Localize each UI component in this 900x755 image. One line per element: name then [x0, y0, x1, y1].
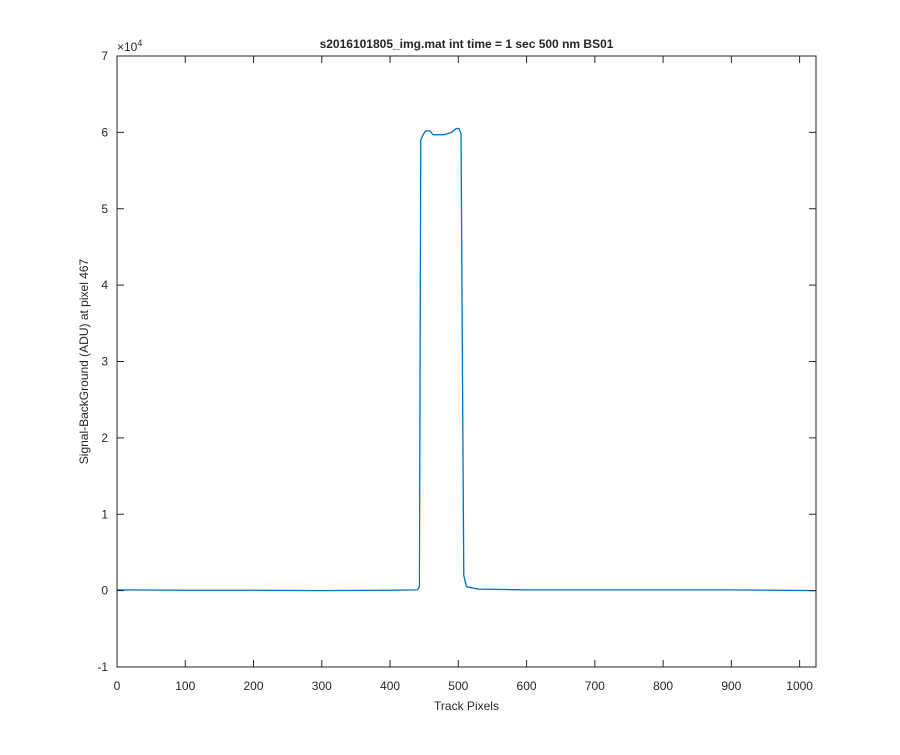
x-tick-label: 0 [114, 679, 121, 693]
x-tick-label: 500 [448, 679, 468, 693]
plot-area [117, 56, 816, 667]
y-tick-label: -1 [97, 660, 108, 674]
x-tick-label: 700 [585, 679, 605, 693]
axes-box [116, 55, 817, 668]
y-tick-label: 4 [101, 278, 108, 292]
x-tick-label: 600 [517, 679, 537, 693]
series-line [117, 127, 817, 592]
x-tick-label: 200 [244, 679, 264, 693]
y-axis-ticks: -1 0 1 2 3 4 5 6 7 [97, 49, 816, 674]
x-tick-label: 900 [721, 679, 741, 693]
x-tick-label: 800 [653, 679, 673, 693]
x-axis-ticks: 0 100 200 300 400 500 600 700 800 900 1000 [114, 56, 813, 693]
y-tick-label: 6 [101, 125, 108, 139]
y-axis-label: Signal-BackGround (ADU) at pixel 467 [77, 258, 91, 464]
series-layer [117, 127, 817, 592]
y-axis-exponent: ×104 [117, 38, 142, 54]
x-tick-label: 1000 [786, 679, 813, 693]
x-tick-label: 300 [312, 679, 332, 693]
y-tick-label: 3 [101, 355, 108, 369]
x-tick-label: 400 [380, 679, 400, 693]
y-tick-label: 5 [101, 202, 108, 216]
chart-title: s2016101805_img.mat int time = 1 sec 500… [320, 37, 614, 51]
x-tick-label: 100 [175, 679, 195, 693]
y-tick-label: 0 [101, 584, 108, 598]
y-tick-label: 1 [101, 507, 108, 521]
x-axis-label: Track Pixels [434, 699, 499, 713]
y-tick-label: 2 [101, 431, 108, 445]
y-tick-label: 7 [101, 49, 108, 63]
